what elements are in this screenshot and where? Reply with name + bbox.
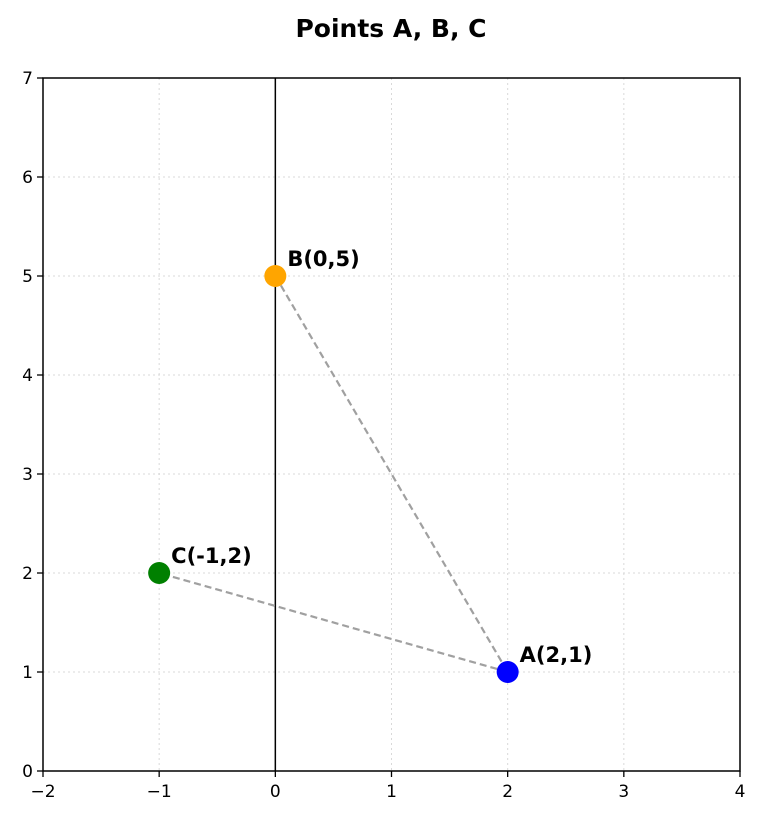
triangle-edges — [158, 275, 509, 674]
y-tick-label: 2 — [22, 564, 33, 584]
data-points: A(2,1) B(0,5) C(-1,2) — [148, 247, 592, 683]
y-tick-label: 6 — [22, 168, 33, 188]
x-tick-label: 4 — [735, 782, 746, 802]
point-label-a: A(2,1) — [520, 643, 593, 667]
y-tick-label: 4 — [22, 366, 33, 386]
point-label-c: C(-1,2) — [171, 544, 252, 568]
point-a — [496, 661, 519, 683]
y-tick-label: 1 — [22, 663, 33, 683]
x-tick-label: −1 — [147, 782, 172, 802]
point-c — [148, 562, 171, 584]
x-tick-label: 2 — [502, 782, 513, 802]
edge-a-c — [158, 571, 508, 674]
axis-ticks: −2 −1 0 1 2 3 4 0 1 2 3 4 5 6 7 — [22, 69, 745, 802]
x-tick-label: 3 — [618, 782, 629, 802]
x-tick-label: −2 — [30, 782, 55, 802]
point-b — [264, 265, 287, 287]
chart-title: Points A, B, C — [295, 14, 486, 43]
y-tick-label: 5 — [22, 267, 33, 287]
x-tick-label: 0 — [270, 782, 281, 802]
y-tick-label: 7 — [22, 69, 33, 89]
y-tick-label: 0 — [22, 762, 33, 782]
x-tick-label: 1 — [386, 782, 397, 802]
y-tick-label: 3 — [22, 465, 33, 485]
point-label-b: B(0,5) — [287, 247, 359, 271]
grid-lines — [42, 77, 741, 772]
